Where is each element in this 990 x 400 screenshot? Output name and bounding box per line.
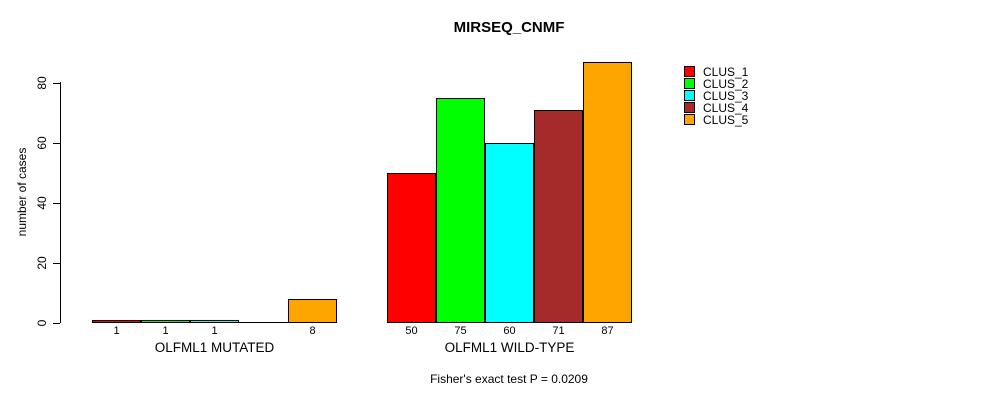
pvalue-annotation: Fisher's exact test P = 0.0209 [430,372,588,386]
group-label-wildtype: OLFML1 WILD-TYPE [444,340,575,355]
bar-CLUS_5-mutated [288,299,337,323]
bar-CLUS_4-mutated [239,322,288,323]
y-tick [53,143,60,144]
y-tick-label: 80 [35,76,49,90]
legend-swatch-icon [684,78,695,89]
group-label-mutated: OLFML1 MUTATED [154,340,275,355]
bar-CLUS_2-mutated [141,320,190,323]
bar-CLUS_2-wildtype [436,98,485,323]
chart-title: MIRSEQ_CNMF [453,19,565,36]
legend-swatch-icon [684,114,695,125]
bar-CLUS_1-mutated [92,320,141,323]
bar-value-label: 1 [113,325,120,337]
y-tick [53,323,60,324]
y-axis-title: number of cases [15,147,29,237]
y-tick [53,83,60,84]
legend-swatch-icon [684,90,695,101]
bar-value-label: 87 [601,325,614,337]
y-axis-line [60,82,61,323]
legend-swatch-icon [684,66,695,77]
bar-value-label: 8 [309,325,316,337]
bar-CLUS_5-wildtype [583,62,632,323]
legend-label: CLUS_1 [703,65,749,79]
y-tick [53,263,60,264]
y-tick-label: 0 [35,319,49,327]
bar-value-label: 71 [552,325,565,337]
legend-label: CLUS_4 [703,101,749,115]
bar-value-label: 1 [162,325,169,337]
y-tick-label: 40 [35,196,49,210]
bar-value-label: 60 [503,325,516,337]
bar-CLUS_3-wildtype [485,143,534,323]
y-tick-label: 20 [35,256,49,270]
y-tick [53,203,60,204]
bar-value-label: 1 [211,325,218,337]
legend-label: CLUS_3 [703,89,749,103]
legend-swatch-icon [684,102,695,113]
bar-CLUS_3-mutated [190,320,239,323]
bar-CLUS_1-wildtype [387,173,436,323]
legend-label: CLUS_2 [703,77,749,91]
bar-value-label: 50 [405,325,418,337]
bar-value-label: 75 [454,325,467,337]
bar-CLUS_4-wildtype [534,110,583,323]
legend-label: CLUS_5 [703,113,749,127]
y-tick-label: 60 [35,136,49,150]
